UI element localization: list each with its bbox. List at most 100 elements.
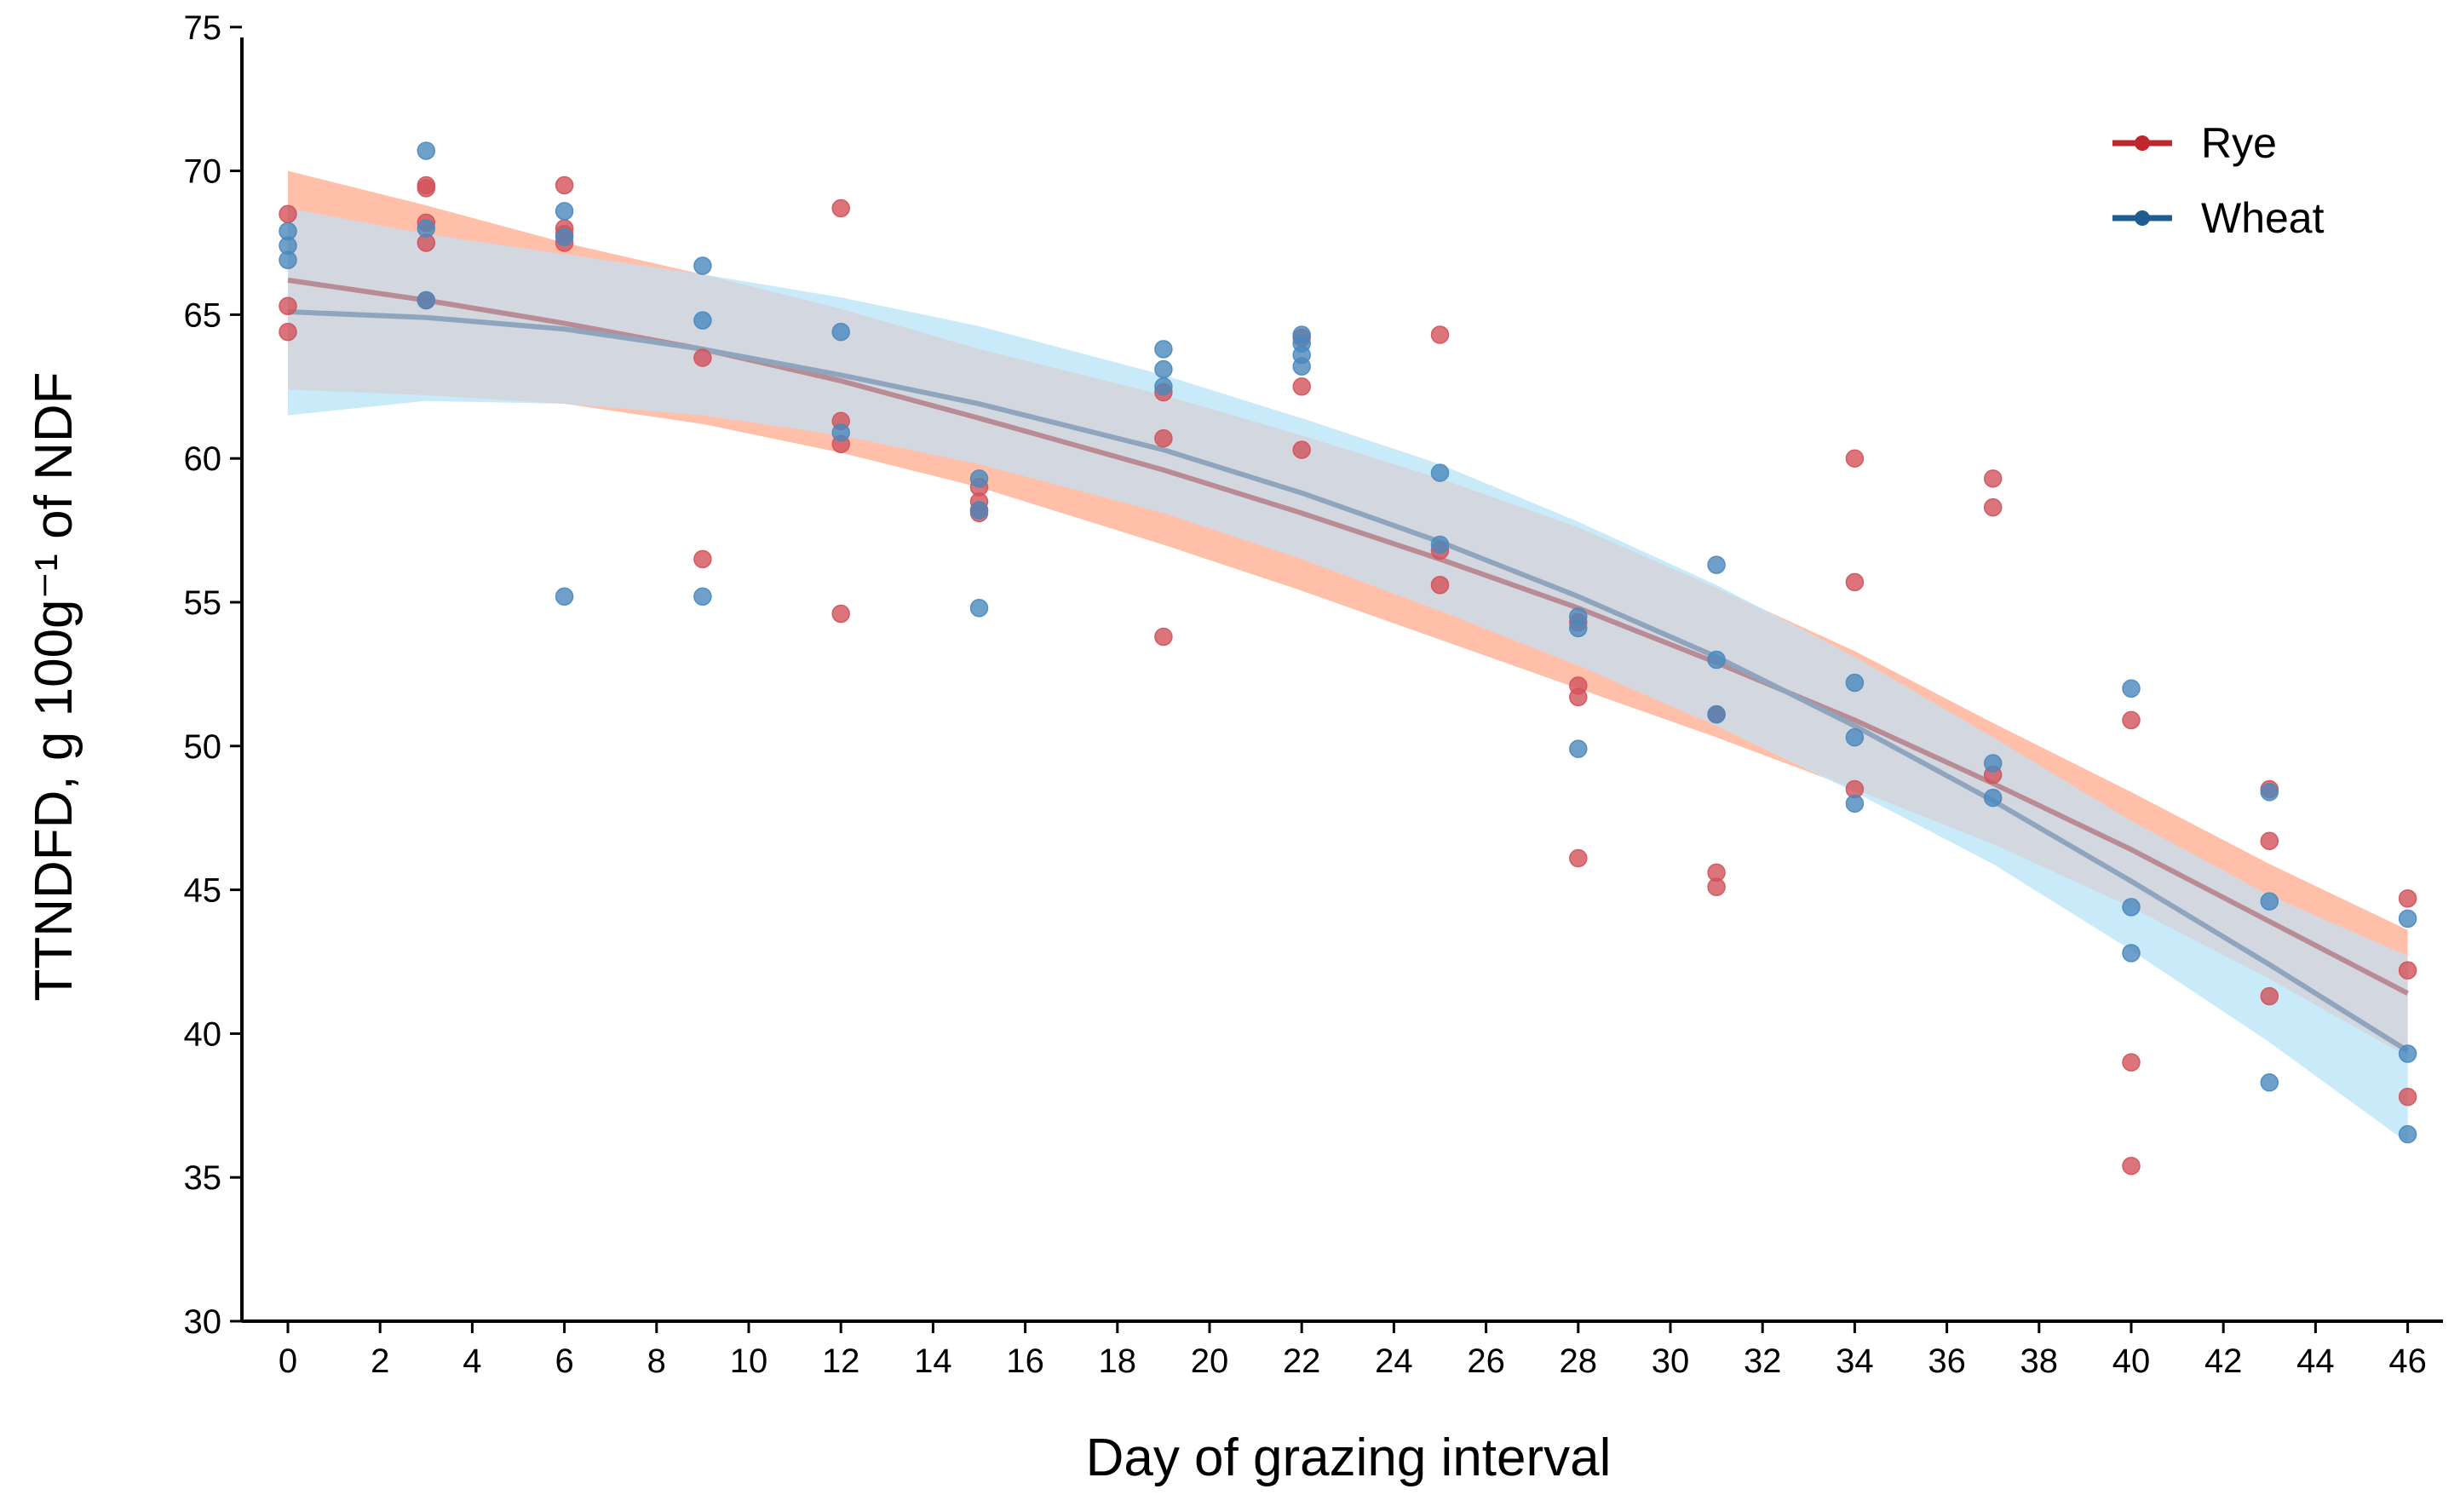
wheat-point <box>1569 739 1588 758</box>
rye-point <box>279 204 297 223</box>
wheat-point <box>417 219 436 238</box>
x-tick-label: 32 <box>1744 1342 1782 1380</box>
x-tick-label: 10 <box>730 1342 768 1380</box>
wheat-point <box>1845 794 1865 813</box>
x-tick-label: 2 <box>371 1342 389 1380</box>
confidence-bands <box>288 170 2408 1143</box>
rye-point <box>1154 428 1173 448</box>
rye-point <box>1569 687 1588 707</box>
legend-key-point <box>2135 135 2150 151</box>
rye-point <box>1292 377 1311 396</box>
legend-key-point <box>2135 210 2150 226</box>
wheat-point <box>2398 909 2417 928</box>
x-tick-label: 28 <box>1560 1342 1598 1380</box>
rye-point <box>2398 888 2417 908</box>
wheat-point <box>2260 892 2279 911</box>
wheat-point <box>555 587 574 606</box>
wheat-point <box>1154 340 1173 359</box>
x-tick-label: 46 <box>2388 1342 2427 1380</box>
x-tick-label: 24 <box>1375 1342 1413 1380</box>
x-tick-label: 0 <box>279 1342 297 1380</box>
rye-point <box>693 549 712 569</box>
rye-point <box>1845 572 1865 592</box>
x-tick-label: 20 <box>1191 1342 1229 1380</box>
wheat-point <box>1845 673 1865 693</box>
y-tick-label: 55 <box>184 584 222 622</box>
y-tick-label: 40 <box>184 1015 222 1053</box>
wheat-point <box>1430 535 1450 555</box>
wheat-point <box>1707 650 1726 670</box>
rye-point <box>2260 831 2279 850</box>
wheat-point <box>969 469 989 488</box>
y-tick-label: 70 <box>184 153 222 191</box>
data-points <box>279 141 2417 1176</box>
rye-point <box>279 296 297 316</box>
wheat-point <box>1430 463 1450 482</box>
wheat-point <box>693 311 712 330</box>
wheat-point <box>831 423 850 442</box>
y-tick-label: 35 <box>184 1159 222 1197</box>
y-tick-label: 45 <box>184 872 222 910</box>
rye-point <box>279 322 297 342</box>
rye-point <box>1845 449 1865 468</box>
wheat-point <box>555 227 574 246</box>
wheat-point <box>2122 679 2141 699</box>
wheat-point <box>1707 555 1726 574</box>
x-tick-label: 14 <box>914 1342 952 1380</box>
x-tick-label: 16 <box>1006 1342 1044 1380</box>
wheat-point <box>1569 618 1588 638</box>
x-tick-label: 40 <box>2112 1342 2151 1380</box>
wheat-point <box>1983 788 2003 808</box>
legend-item-wheat: Wheat <box>2112 194 2325 242</box>
wheat-point <box>2260 783 2279 802</box>
rye-point <box>2122 710 2141 730</box>
x-tick-label: 18 <box>1099 1342 1137 1380</box>
rye-point <box>2122 1053 2141 1072</box>
wheat-point <box>555 202 574 221</box>
rye-point <box>2398 1087 2417 1107</box>
wheat-point <box>969 599 989 618</box>
rye-point <box>2260 986 2279 1006</box>
legend-label: Rye <box>2201 119 2277 167</box>
x-tick-label: 36 <box>1928 1342 1966 1380</box>
wheat-point <box>1154 377 1173 396</box>
y-tick-label: 30 <box>184 1303 222 1341</box>
fit-lines <box>287 277 2410 1054</box>
rye-point <box>1430 575 1450 595</box>
wheat-point <box>417 141 436 160</box>
rye-point <box>1154 627 1173 647</box>
x-tick-label: 42 <box>2204 1342 2243 1380</box>
rye-point <box>831 604 850 624</box>
x-tick-label: 12 <box>822 1342 860 1380</box>
wheat-point <box>693 587 712 606</box>
y-tick-label: 50 <box>184 728 222 766</box>
x-tick-label: 30 <box>1652 1342 1690 1380</box>
wheat-point <box>2122 898 2141 917</box>
wheat-point <box>2398 1124 2417 1144</box>
wheat-point <box>831 322 850 342</box>
wheat-point <box>2122 944 2141 963</box>
legend-label: Wheat <box>2201 194 2325 242</box>
wheat-point <box>969 501 989 520</box>
rye-point <box>831 198 850 218</box>
rye-point <box>1707 877 1726 896</box>
wheat-point <box>1154 359 1173 379</box>
wheat-point <box>1983 754 2003 773</box>
x-tick-label: 26 <box>1467 1342 1505 1380</box>
rye-point <box>1292 440 1311 459</box>
x-axis-title: Day of grazing interval <box>1086 1429 1612 1487</box>
rye-point <box>1983 469 2003 488</box>
rye-point <box>1569 848 1588 868</box>
wheat-point <box>1707 704 1726 724</box>
x-tick-label: 8 <box>647 1342 666 1380</box>
wheat-point <box>693 256 712 275</box>
wheat-point <box>417 290 436 310</box>
x-tick-label: 4 <box>463 1342 481 1380</box>
x-tick-label: 34 <box>1836 1342 1874 1380</box>
rye-point <box>693 348 712 367</box>
y-tick-label: 75 <box>184 9 222 47</box>
wheat-point <box>2260 1073 2279 1092</box>
band-overlap <box>288 208 2408 1057</box>
